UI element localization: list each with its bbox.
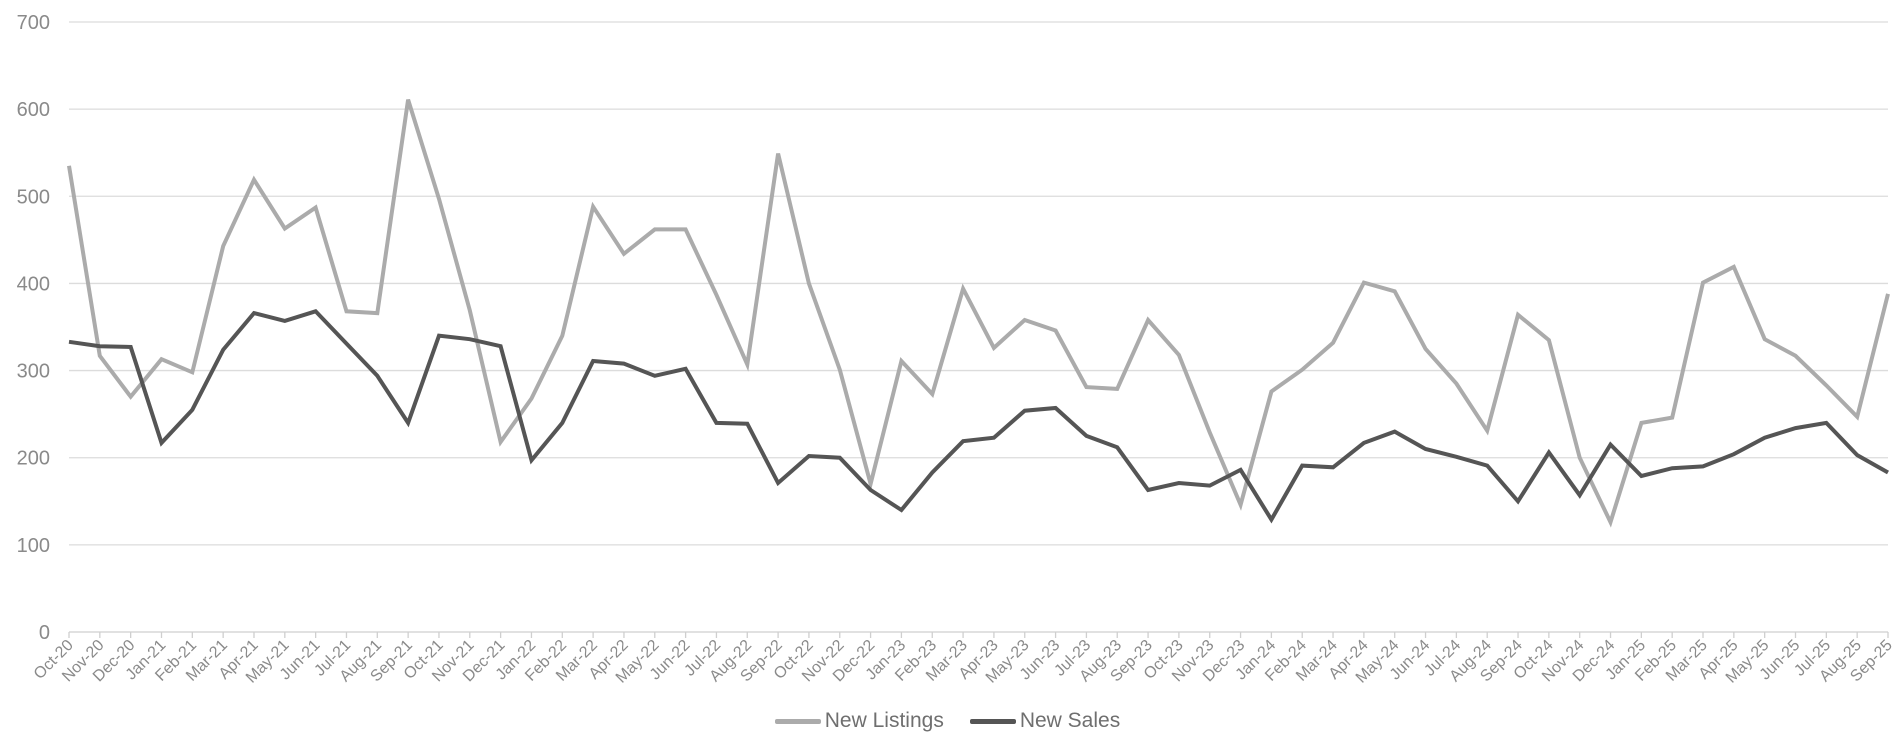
x-axis: Oct-20Nov-20Dec-20Jan-21Feb-21Mar-21Apr-… [31, 632, 1895, 687]
line-chart: 0 100 200 300 400 500 600 700 Oct-20Nov-20Dec-2… [17, 12, 1895, 687]
y-tick-label: 500 [17, 186, 50, 208]
y-tick-label: 0 [39, 622, 50, 644]
series-line-new-sales[interactable] [68, 309, 1889, 524]
series-line-new-listings[interactable] [67, 99, 1890, 528]
series-lines [67, 99, 1890, 528]
y-tick-label: 700 [17, 12, 50, 34]
legend-swatch-listings [774, 718, 821, 724]
y-tick-label: 400 [17, 273, 50, 295]
legend: New Listings New Sales [0, 706, 1895, 736]
legend-swatch-sales [969, 718, 1016, 724]
y-axis-ticks: 0 100 200 300 400 500 600 700 [17, 12, 50, 644]
legend-label-sales: New Sales [1019, 709, 1121, 732]
y-tick-label: 300 [17, 361, 50, 383]
legend-label-listings: New Listings [824, 709, 944, 732]
grid-lines [69, 21, 1888, 633]
y-tick-label: 600 [17, 99, 50, 121]
y-tick-label: 200 [17, 448, 50, 470]
y-tick-label: 100 [17, 535, 50, 557]
legend-item-sales[interactable]: New Sales [969, 709, 1121, 733]
legend-item-listings[interactable]: New Listings [774, 709, 944, 733]
